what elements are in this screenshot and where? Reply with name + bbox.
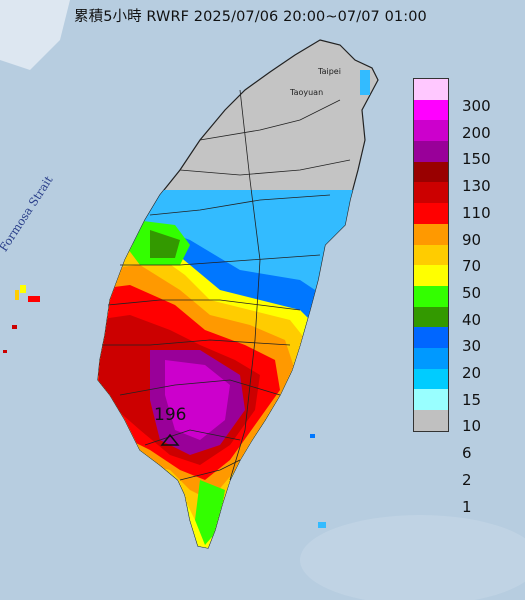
city-label-taipei: Taipei xyxy=(318,67,341,76)
legend-label: 50 xyxy=(462,283,482,302)
legend-label: 40 xyxy=(462,310,482,329)
legend-swatch xyxy=(414,203,448,224)
legend-label: 20 xyxy=(462,364,482,382)
legend-label: 200 xyxy=(462,123,491,142)
legend-swatch xyxy=(414,120,448,142)
legend-swatch xyxy=(414,99,448,121)
legend-swatch xyxy=(414,327,448,348)
legend-label: 130 xyxy=(462,177,491,196)
legend-swatch xyxy=(414,244,448,266)
max-value-label: 196 xyxy=(154,405,187,425)
color-legend xyxy=(413,78,449,432)
legend-label: 30 xyxy=(462,337,482,356)
legend-label: 90 xyxy=(462,230,482,249)
legend-swatch xyxy=(414,410,448,431)
legend-swatch xyxy=(414,161,448,183)
legend-swatch xyxy=(414,141,448,162)
map-title: 累積5小時 RWRF 2025/07/06 20:00~07/07 01:00 xyxy=(74,9,427,25)
legend-swatch xyxy=(414,79,448,100)
legend-swatch xyxy=(414,182,448,204)
legend-label: 110 xyxy=(462,203,491,222)
legend-swatch xyxy=(414,306,448,328)
legend-label: 6 xyxy=(462,444,472,463)
legend-swatch xyxy=(414,265,448,286)
legend-label: 15 xyxy=(462,390,482,409)
legend-label: 300 xyxy=(462,97,491,115)
legend-swatch xyxy=(414,389,448,410)
city-label-taoyuan: Taoyuan xyxy=(290,88,324,97)
legend-label: 1 xyxy=(462,497,472,516)
legend-swatch xyxy=(414,285,448,307)
legend-swatch xyxy=(414,223,448,245)
legend-swatch xyxy=(414,368,448,390)
legend-label: 10 xyxy=(462,417,482,436)
legend-label: 70 xyxy=(462,257,482,276)
legend-label: 150 xyxy=(462,150,491,169)
legend-label: 2 xyxy=(462,470,472,489)
legend-swatch xyxy=(414,347,448,369)
